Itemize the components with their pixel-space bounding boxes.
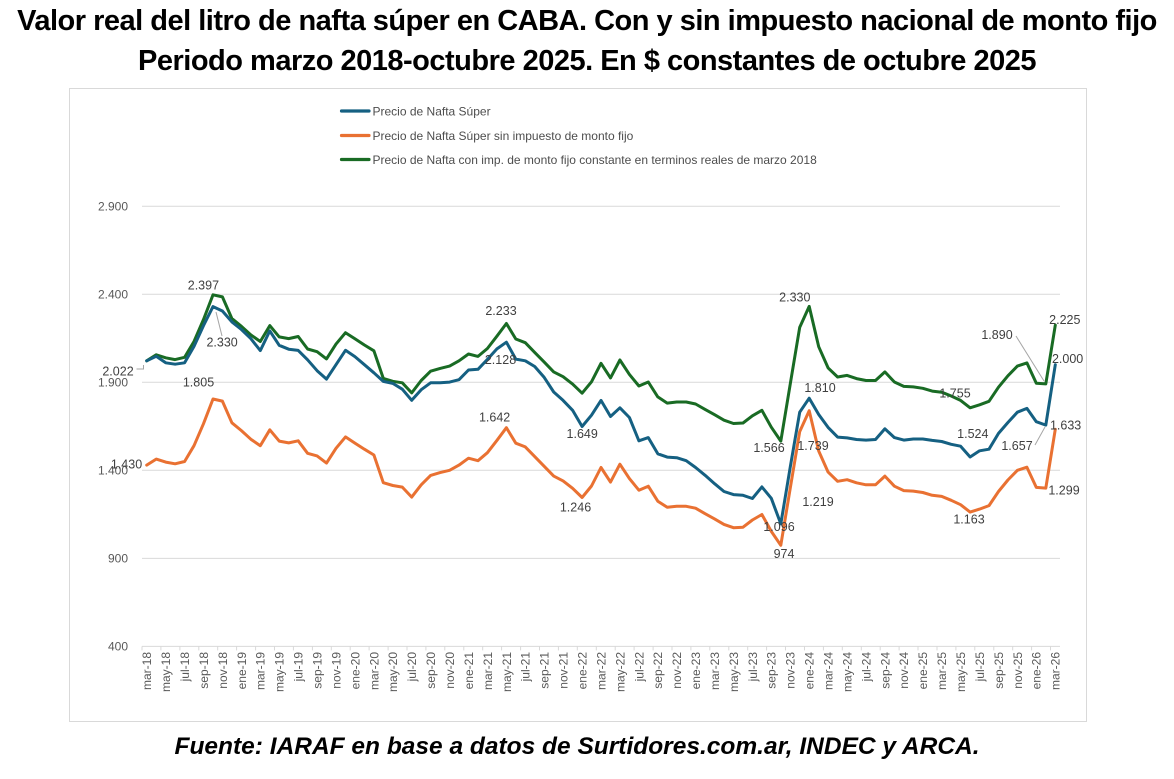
- svg-text:1.246: 1.246: [560, 500, 591, 514]
- svg-text:ene-20: ene-20: [348, 652, 362, 690]
- svg-text:sep-25: sep-25: [992, 652, 1006, 689]
- svg-text:jul-20: jul-20: [405, 652, 419, 683]
- svg-text:mar-25: mar-25: [935, 652, 949, 690]
- svg-text:may-21: may-21: [500, 652, 514, 692]
- svg-text:2.225: 2.225: [1049, 313, 1080, 327]
- svg-text:400: 400: [108, 640, 128, 654]
- svg-text:2.000: 2.000: [1052, 352, 1083, 366]
- svg-text:974: 974: [774, 547, 795, 561]
- svg-text:mar-26: mar-26: [1049, 652, 1063, 690]
- svg-text:ene-21: ene-21: [462, 652, 476, 690]
- svg-text:1.096: 1.096: [763, 520, 794, 534]
- svg-text:1.566: 1.566: [753, 441, 784, 455]
- svg-text:sep-21: sep-21: [538, 652, 552, 689]
- svg-text:mar-23: mar-23: [708, 652, 722, 690]
- svg-text:ene-19: ene-19: [235, 652, 249, 690]
- svg-text:1.400: 1.400: [98, 464, 128, 478]
- svg-text:ene-23: ene-23: [689, 652, 703, 690]
- svg-text:Precio de Nafta con imp. de mo: Precio de Nafta con imp. de monto fijo c…: [373, 153, 818, 167]
- svg-text:jul-24: jul-24: [859, 652, 873, 683]
- svg-text:2.330: 2.330: [206, 335, 237, 349]
- svg-text:nov-21: nov-21: [557, 652, 571, 689]
- svg-text:Precio de Nafta Súper sin impu: Precio de Nafta Súper sin impuesto de mo…: [373, 129, 634, 143]
- svg-text:2.022: 2.022: [102, 364, 133, 378]
- svg-text:1.739: 1.739: [797, 439, 828, 453]
- svg-text:1.524: 1.524: [957, 427, 988, 441]
- svg-text:ene-24: ene-24: [803, 652, 817, 690]
- svg-text:jul-19: jul-19: [292, 652, 306, 683]
- svg-text:ene-22: ene-22: [576, 652, 590, 690]
- svg-text:1.633: 1.633: [1050, 418, 1081, 432]
- svg-text:Precio de Nafta Súper: Precio de Nafta Súper: [373, 104, 491, 118]
- svg-text:nov-19: nov-19: [329, 652, 343, 689]
- svg-text:may-19: may-19: [273, 652, 287, 692]
- svg-text:may-18: may-18: [159, 652, 173, 692]
- svg-text:ene-26: ene-26: [1030, 652, 1044, 690]
- svg-text:jul-22: jul-22: [632, 652, 646, 683]
- svg-text:1.649: 1.649: [567, 427, 598, 441]
- svg-text:jul-25: jul-25: [973, 652, 987, 683]
- svg-text:mar-22: mar-22: [594, 652, 608, 690]
- svg-text:2.397: 2.397: [188, 279, 219, 293]
- svg-text:sep-20: sep-20: [424, 652, 438, 689]
- svg-text:1.900: 1.900: [98, 376, 128, 390]
- svg-text:sep-23: sep-23: [765, 652, 779, 689]
- svg-text:nov-24: nov-24: [897, 652, 911, 689]
- svg-text:may-24: may-24: [841, 652, 855, 692]
- svg-text:jul-21: jul-21: [519, 652, 533, 683]
- svg-text:may-22: may-22: [613, 652, 627, 692]
- svg-text:1.890: 1.890: [981, 328, 1012, 342]
- svg-text:2.400: 2.400: [98, 288, 128, 302]
- svg-text:ene-25: ene-25: [916, 652, 930, 690]
- svg-text:1.430: 1.430: [111, 457, 142, 471]
- svg-text:mar-24: mar-24: [822, 652, 836, 690]
- svg-text:sep-18: sep-18: [197, 652, 211, 689]
- svg-text:jul-18: jul-18: [178, 652, 192, 683]
- svg-text:2.330: 2.330: [779, 291, 810, 305]
- svg-text:nov-23: nov-23: [784, 652, 798, 689]
- svg-text:nov-18: nov-18: [216, 652, 230, 689]
- svg-text:mar-20: mar-20: [367, 652, 381, 690]
- svg-text:1.805: 1.805: [183, 376, 214, 390]
- svg-text:sep-24: sep-24: [878, 652, 892, 689]
- svg-text:2.128: 2.128: [485, 353, 516, 367]
- svg-text:mar-19: mar-19: [254, 652, 268, 690]
- svg-text:mar-21: mar-21: [481, 652, 495, 690]
- svg-text:may-25: may-25: [954, 652, 968, 692]
- svg-text:nov-20: nov-20: [443, 652, 457, 689]
- svg-text:may-23: may-23: [727, 652, 741, 692]
- svg-text:2.233: 2.233: [485, 304, 516, 318]
- svg-text:jul-23: jul-23: [746, 652, 760, 683]
- svg-text:may-20: may-20: [386, 652, 400, 692]
- svg-text:1.299: 1.299: [1048, 484, 1079, 498]
- svg-text:1.657: 1.657: [1001, 439, 1032, 453]
- svg-text:1.163: 1.163: [953, 513, 984, 527]
- svg-text:sep-22: sep-22: [651, 652, 665, 689]
- svg-text:nov-25: nov-25: [1011, 652, 1025, 689]
- svg-text:1.642: 1.642: [479, 411, 510, 425]
- svg-text:1.810: 1.810: [804, 381, 835, 395]
- svg-text:900: 900: [108, 552, 128, 566]
- svg-text:mar-18: mar-18: [140, 652, 154, 690]
- svg-text:nov-22: nov-22: [670, 652, 684, 689]
- svg-text:1.219: 1.219: [802, 495, 833, 509]
- svg-text:sep-19: sep-19: [311, 652, 325, 689]
- svg-text:2.900: 2.900: [98, 200, 128, 214]
- svg-text:1.755: 1.755: [939, 387, 970, 401]
